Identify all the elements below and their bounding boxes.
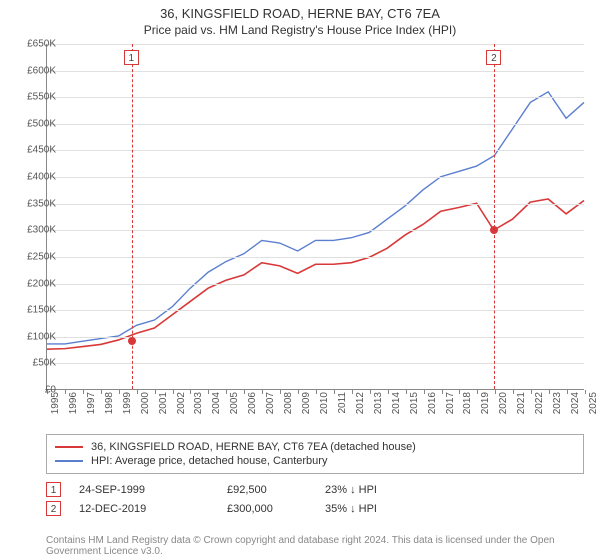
- sale-ratio: 35% ↓ HPI: [325, 503, 377, 515]
- x-axis-label: 2012: [355, 392, 366, 414]
- y-axis-label: £100K: [27, 331, 56, 342]
- marker-dot: [128, 337, 136, 345]
- y-axis-label: £650K: [27, 39, 56, 50]
- marker-badge: 2: [486, 50, 501, 65]
- sale-badge: 1: [46, 482, 61, 497]
- legend-label: HPI: Average price, detached house, Cant…: [91, 455, 327, 467]
- attribution-text: Contains HM Land Registry data © Crown c…: [46, 535, 584, 557]
- sale-row: 1 24-SEP-1999 £92,500 23% ↓ HPI: [46, 482, 584, 497]
- x-axis-label: 2009: [301, 392, 312, 414]
- x-axis-label: 2001: [158, 392, 169, 414]
- sale-badge: 2: [46, 501, 61, 516]
- x-axis-label: 2020: [498, 392, 509, 414]
- y-axis-label: £450K: [27, 145, 56, 156]
- titles: 36, KINGSFIELD ROAD, HERNE BAY, CT6 7EA …: [0, 0, 600, 37]
- y-axis-label: £550K: [27, 92, 56, 103]
- chart-subtitle: Price paid vs. HM Land Registry's House …: [0, 23, 600, 37]
- x-axis-label: 2025: [588, 392, 599, 414]
- y-axis-label: £250K: [27, 251, 56, 262]
- x-axis-label: 2017: [445, 392, 456, 414]
- x-axis-label: 2024: [570, 392, 581, 414]
- x-axis-label: 2002: [176, 392, 187, 414]
- x-axis-label: 2006: [247, 392, 258, 414]
- y-axis-label: £600K: [27, 65, 56, 76]
- x-axis-label: 2022: [534, 392, 545, 414]
- x-axis-label: 2004: [211, 392, 222, 414]
- x-axis-label: 1998: [104, 392, 115, 414]
- x-axis-label: 2021: [516, 392, 527, 414]
- x-axis-label: 2011: [337, 392, 348, 414]
- legend-item: HPI: Average price, detached house, Cant…: [55, 455, 575, 467]
- series-hpi: [47, 92, 584, 344]
- sale-ratio: 23% ↓ HPI: [325, 484, 377, 496]
- x-axis-label: 2015: [409, 392, 420, 414]
- x-axis-label: 2010: [319, 392, 330, 414]
- x-axis-label: 2013: [373, 392, 384, 414]
- series-property: [47, 199, 584, 349]
- x-axis-label: 2016: [427, 392, 438, 414]
- x-axis-label: 2014: [391, 392, 402, 414]
- x-axis-label: 1999: [122, 392, 133, 414]
- chart-container: 36, KINGSFIELD ROAD, HERNE BAY, CT6 7EA …: [0, 0, 600, 560]
- marker-line: [494, 44, 495, 389]
- legend-box: 36, KINGSFIELD ROAD, HERNE BAY, CT6 7EA …: [46, 434, 584, 474]
- chart-title: 36, KINGSFIELD ROAD, HERNE BAY, CT6 7EA: [0, 6, 600, 21]
- x-axis-label: 2008: [283, 392, 294, 414]
- plot-region: 12: [46, 44, 584, 390]
- sale-date: 12-DEC-2019: [79, 503, 209, 515]
- y-axis-label: £200K: [27, 278, 56, 289]
- y-axis-label: £300K: [27, 225, 56, 236]
- x-axis-label: 2007: [265, 392, 276, 414]
- legend-swatch: [55, 446, 83, 448]
- y-axis-label: £500K: [27, 118, 56, 129]
- marker-badge: 1: [124, 50, 139, 65]
- sale-price: £300,000: [227, 503, 307, 515]
- x-axis-label: 2023: [552, 392, 563, 414]
- sale-price: £92,500: [227, 484, 307, 496]
- x-axis-label: 2019: [480, 392, 491, 414]
- sale-date: 24-SEP-1999: [79, 484, 209, 496]
- y-axis-label: £400K: [27, 172, 56, 183]
- y-axis-label: £50K: [33, 358, 56, 369]
- marker-dot: [490, 226, 498, 234]
- x-axis-label: 1996: [68, 392, 79, 414]
- x-axis-label: 2000: [140, 392, 151, 414]
- sale-row: 2 12-DEC-2019 £300,000 35% ↓ HPI: [46, 501, 584, 516]
- sales-table: 1 24-SEP-1999 £92,500 23% ↓ HPI 2 12-DEC…: [46, 478, 584, 520]
- x-axis-label: 1997: [86, 392, 97, 414]
- x-axis-label: 2005: [229, 392, 240, 414]
- y-axis-label: £150K: [27, 305, 56, 316]
- legend-swatch: [55, 460, 83, 462]
- legend-label: 36, KINGSFIELD ROAD, HERNE BAY, CT6 7EA …: [91, 441, 416, 453]
- legend-item: 36, KINGSFIELD ROAD, HERNE BAY, CT6 7EA …: [55, 441, 575, 453]
- y-axis-label: £350K: [27, 198, 56, 209]
- x-axis-label: 2018: [462, 392, 473, 414]
- x-axis-label: 1995: [50, 392, 61, 414]
- chart-area: 12: [46, 44, 584, 390]
- x-axis-label: 2003: [193, 392, 204, 414]
